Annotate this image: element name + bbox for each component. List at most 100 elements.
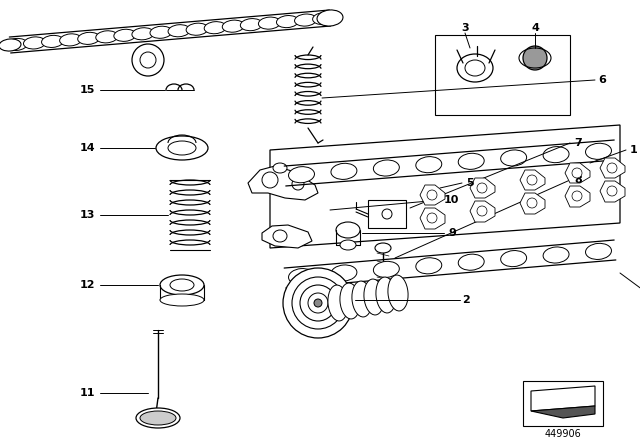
Ellipse shape: [586, 143, 611, 159]
Polygon shape: [420, 208, 445, 229]
Ellipse shape: [607, 186, 617, 196]
Ellipse shape: [262, 172, 278, 188]
Ellipse shape: [543, 146, 569, 163]
Ellipse shape: [317, 10, 343, 26]
Ellipse shape: [289, 167, 314, 183]
Ellipse shape: [373, 160, 399, 176]
Ellipse shape: [186, 23, 208, 35]
Ellipse shape: [273, 230, 287, 242]
Ellipse shape: [340, 240, 356, 250]
Ellipse shape: [336, 222, 360, 238]
Polygon shape: [248, 166, 318, 200]
Ellipse shape: [458, 153, 484, 169]
Ellipse shape: [331, 164, 357, 179]
Ellipse shape: [160, 294, 204, 306]
Ellipse shape: [416, 258, 442, 274]
Ellipse shape: [273, 163, 287, 173]
Text: 9: 9: [448, 228, 456, 238]
Text: 7: 7: [574, 138, 582, 148]
Ellipse shape: [572, 168, 582, 178]
Ellipse shape: [465, 60, 485, 76]
Ellipse shape: [96, 31, 118, 43]
Polygon shape: [262, 225, 312, 248]
Ellipse shape: [416, 157, 442, 173]
Text: 2: 2: [462, 295, 470, 305]
Ellipse shape: [204, 22, 226, 34]
Ellipse shape: [382, 209, 392, 219]
Ellipse shape: [427, 190, 437, 200]
Ellipse shape: [379, 296, 387, 304]
Ellipse shape: [527, 175, 537, 185]
Ellipse shape: [132, 44, 164, 76]
Text: 12: 12: [79, 280, 95, 290]
Ellipse shape: [132, 28, 154, 40]
Ellipse shape: [60, 34, 81, 46]
Ellipse shape: [457, 54, 493, 82]
Ellipse shape: [312, 13, 335, 25]
Ellipse shape: [156, 136, 208, 160]
Ellipse shape: [586, 243, 611, 259]
Ellipse shape: [543, 247, 569, 263]
Text: 1: 1: [630, 145, 637, 155]
Ellipse shape: [340, 283, 360, 319]
Ellipse shape: [458, 254, 484, 270]
Ellipse shape: [170, 279, 194, 291]
Text: 13: 13: [79, 210, 95, 220]
Polygon shape: [470, 178, 495, 198]
Polygon shape: [520, 170, 545, 190]
Ellipse shape: [259, 17, 280, 29]
Text: 15: 15: [79, 85, 95, 95]
Ellipse shape: [241, 18, 262, 31]
Ellipse shape: [222, 20, 244, 32]
Polygon shape: [600, 158, 625, 178]
Ellipse shape: [373, 261, 399, 277]
Ellipse shape: [352, 281, 372, 317]
Ellipse shape: [375, 243, 391, 253]
Ellipse shape: [168, 25, 190, 37]
Ellipse shape: [364, 279, 384, 315]
Ellipse shape: [276, 16, 298, 28]
Ellipse shape: [283, 268, 353, 338]
Text: 8: 8: [574, 175, 582, 185]
Ellipse shape: [77, 32, 100, 44]
Ellipse shape: [477, 183, 487, 193]
Ellipse shape: [168, 141, 196, 155]
Text: 5: 5: [466, 178, 474, 188]
Ellipse shape: [572, 191, 582, 201]
Ellipse shape: [289, 268, 314, 284]
Ellipse shape: [140, 52, 156, 68]
Text: 4: 4: [531, 23, 539, 33]
Polygon shape: [600, 181, 625, 202]
Ellipse shape: [500, 150, 527, 166]
Ellipse shape: [328, 285, 348, 321]
Ellipse shape: [300, 285, 336, 321]
Text: 14: 14: [79, 143, 95, 153]
Ellipse shape: [523, 46, 547, 70]
Ellipse shape: [314, 299, 322, 307]
Ellipse shape: [500, 250, 527, 267]
Ellipse shape: [331, 265, 357, 281]
Ellipse shape: [292, 277, 344, 329]
Ellipse shape: [136, 408, 180, 428]
Ellipse shape: [114, 29, 136, 41]
Text: 3: 3: [461, 23, 469, 33]
Ellipse shape: [607, 163, 617, 173]
Ellipse shape: [294, 14, 317, 26]
Ellipse shape: [477, 206, 487, 216]
Bar: [368, 200, 406, 228]
Ellipse shape: [0, 39, 21, 51]
Ellipse shape: [150, 26, 172, 39]
Ellipse shape: [42, 35, 63, 47]
Ellipse shape: [160, 275, 204, 295]
Ellipse shape: [527, 198, 537, 208]
Text: 449906: 449906: [545, 429, 581, 439]
Polygon shape: [531, 406, 595, 418]
Bar: [435, 35, 570, 115]
Ellipse shape: [376, 277, 396, 313]
Polygon shape: [470, 201, 495, 222]
Ellipse shape: [292, 178, 304, 190]
Bar: [523, 381, 603, 426]
Polygon shape: [565, 186, 590, 207]
Ellipse shape: [308, 293, 328, 313]
Polygon shape: [520, 193, 545, 214]
